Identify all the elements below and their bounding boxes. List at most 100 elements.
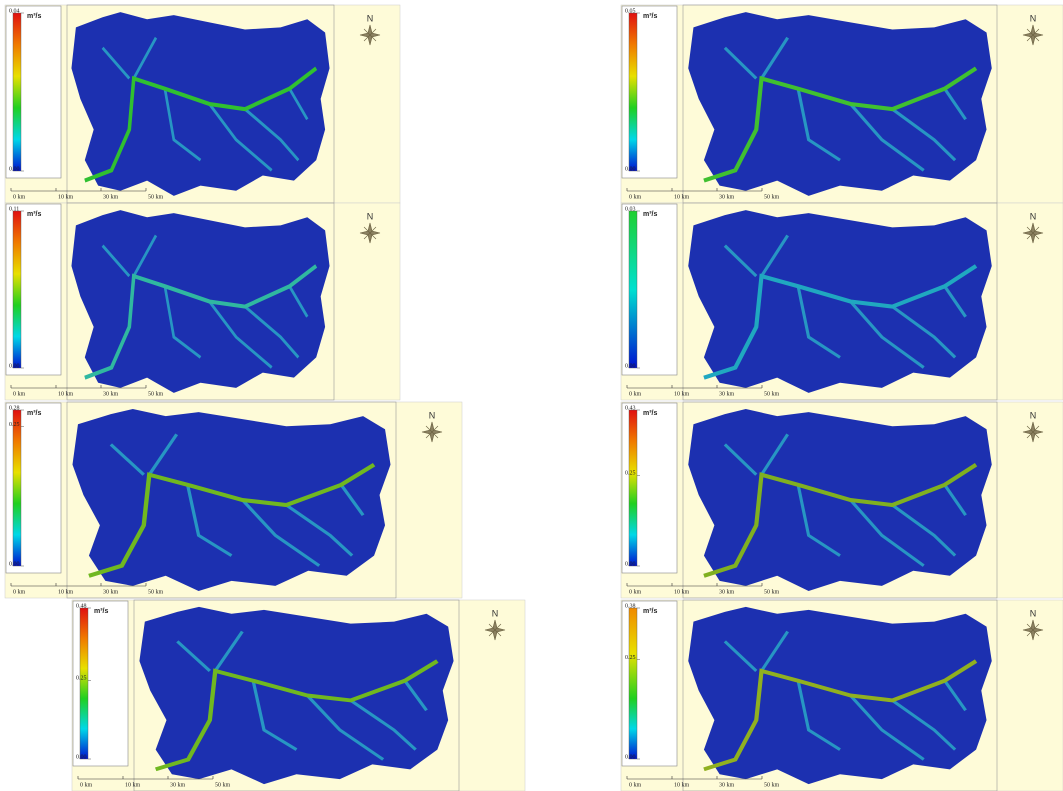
map-panel: m³/s 0.11 0.00 0 km 10 km 30 km 50 km N <box>4 202 401 401</box>
legend-tick-label: 0.00 <box>76 754 87 760</box>
map-panel: m³/s 0.04 0.00 0 km 10 km 30 km 50 km N <box>4 4 401 204</box>
legend-tick-label: 0.05 <box>625 8 636 14</box>
colorbar <box>628 607 638 760</box>
legend-unit: m³/s <box>643 608 658 615</box>
legend-tick-label: 0.43 <box>625 405 636 411</box>
legend-tick-label: 0.00 <box>625 363 636 369</box>
scale-label: 50 km <box>148 391 164 397</box>
colorbar <box>628 210 638 369</box>
colorbar <box>79 607 89 760</box>
north-label: N <box>367 13 374 23</box>
north-label: N <box>1030 13 1037 23</box>
legend-tick-label: 0.48 <box>76 603 87 609</box>
map-frame <box>682 599 998 791</box>
legend-tick-label: 0.25 <box>76 676 87 682</box>
north-arrow <box>1022 619 1044 641</box>
scale-label: 0 km <box>80 782 93 788</box>
legend-tick-label: 0.00 <box>625 754 636 760</box>
scale-label: 50 km <box>764 194 780 200</box>
legend-unit: m³/s <box>643 13 658 20</box>
basin-map <box>71 12 329 196</box>
scale-label: 50 km <box>764 391 780 397</box>
basin-map <box>71 210 329 393</box>
north-label: N <box>492 608 499 618</box>
scale-label: 10 km <box>674 391 690 397</box>
legend-tick-label: 0.38 <box>625 603 636 609</box>
legend-tick-label: 0.00 <box>9 363 20 369</box>
scale-label: 30 km <box>103 391 119 397</box>
scale-label: 0 km <box>629 782 642 788</box>
scale-label: 0 km <box>629 589 642 595</box>
scale-label: 0 km <box>13 391 26 397</box>
north-arrow <box>359 24 381 46</box>
colorbar <box>12 12 22 172</box>
legend-tick-label: 0.03 <box>625 206 636 212</box>
legend-tick-label: 0.00 <box>9 561 20 567</box>
scale-label: 10 km <box>58 589 74 595</box>
legend-unit: m³/s <box>94 608 109 615</box>
scale-label: 0 km <box>629 194 642 200</box>
scale-label: 50 km <box>764 782 780 788</box>
basin-map <box>688 210 992 393</box>
scale-label: 10 km <box>58 194 74 200</box>
scale-label: 50 km <box>148 589 164 595</box>
north-arrow <box>359 222 381 244</box>
basin-map <box>688 607 992 784</box>
north-arrow <box>484 619 506 641</box>
colorbar <box>628 409 638 567</box>
map-panel: m³/s 0.28 0.25 0.00 0 km 10 km 30 km 50 km N <box>4 401 463 599</box>
map-panel: m³/s 0.38 0.25 0.00 0 km 10 km 30 km 50 km N <box>620 599 1063 791</box>
map-panel: m³/s 0.05 0.00 0 km 10 km 30 km 50 km N <box>620 4 1063 204</box>
scale-label: 0 km <box>629 391 642 397</box>
map-frame <box>682 401 998 599</box>
map-panel: m³/s 0.03 0.00 0 km 10 km 30 km 50 km N <box>620 202 1063 401</box>
legend-tick-label: 0.00 <box>625 166 636 172</box>
legend-unit: m³/s <box>643 211 658 218</box>
north-label: N <box>367 211 374 221</box>
scale-label: 30 km <box>103 589 119 595</box>
north-label: N <box>1030 410 1037 420</box>
scale-label: 30 km <box>719 194 735 200</box>
legend-tick-label: 0.25 <box>625 655 636 661</box>
map-frame <box>66 401 397 599</box>
north-label: N <box>1030 608 1037 618</box>
scale-label: 50 km <box>215 782 231 788</box>
north-arrow <box>421 421 443 443</box>
north-label: N <box>1030 211 1037 221</box>
legend-tick-label: 0.28 <box>9 405 20 411</box>
legend-unit: m³/s <box>27 410 42 417</box>
north-arrow <box>1022 24 1044 46</box>
basin-map <box>139 607 453 784</box>
basin-map <box>688 12 992 196</box>
scale-label: 30 km <box>719 589 735 595</box>
scale-label: 10 km <box>125 782 141 788</box>
legend-tick-label: 0.25 <box>9 422 20 428</box>
scale-label: 50 km <box>148 194 164 200</box>
scale-label: 50 km <box>764 589 780 595</box>
scale-label: 30 km <box>170 782 186 788</box>
basin-map <box>688 409 992 591</box>
legend-tick-label: 0.00 <box>9 166 20 172</box>
scale-label: 30 km <box>103 194 119 200</box>
colorbar <box>12 409 22 567</box>
scale-label: 0 km <box>13 589 26 595</box>
legend-tick-label: 0.11 <box>9 206 19 212</box>
basin-map <box>72 409 390 591</box>
legend-unit: m³/s <box>27 13 42 20</box>
scale-label: 10 km <box>674 194 690 200</box>
scale-label: 10 km <box>58 391 74 397</box>
legend-tick-label: 0.25 <box>625 471 636 477</box>
map-panel: m³/s 0.48 0.25 0.00 0 km 10 km 30 km 50 km N <box>71 599 526 791</box>
map-panel: m³/s 0.43 0.25 0.00 0 km 10 km 30 km 50 km N <box>620 401 1063 599</box>
north-arrow <box>1022 222 1044 244</box>
map-frame <box>133 599 460 791</box>
scale-label: 30 km <box>719 782 735 788</box>
legend-unit: m³/s <box>643 410 658 417</box>
legend-tick-label: 0.00 <box>625 561 636 567</box>
scale-label: 0 km <box>13 194 26 200</box>
legend-tick-label: 0.04 <box>9 8 20 14</box>
map-frame <box>66 202 335 401</box>
north-arrow <box>1022 421 1044 443</box>
scale-label: 30 km <box>719 391 735 397</box>
